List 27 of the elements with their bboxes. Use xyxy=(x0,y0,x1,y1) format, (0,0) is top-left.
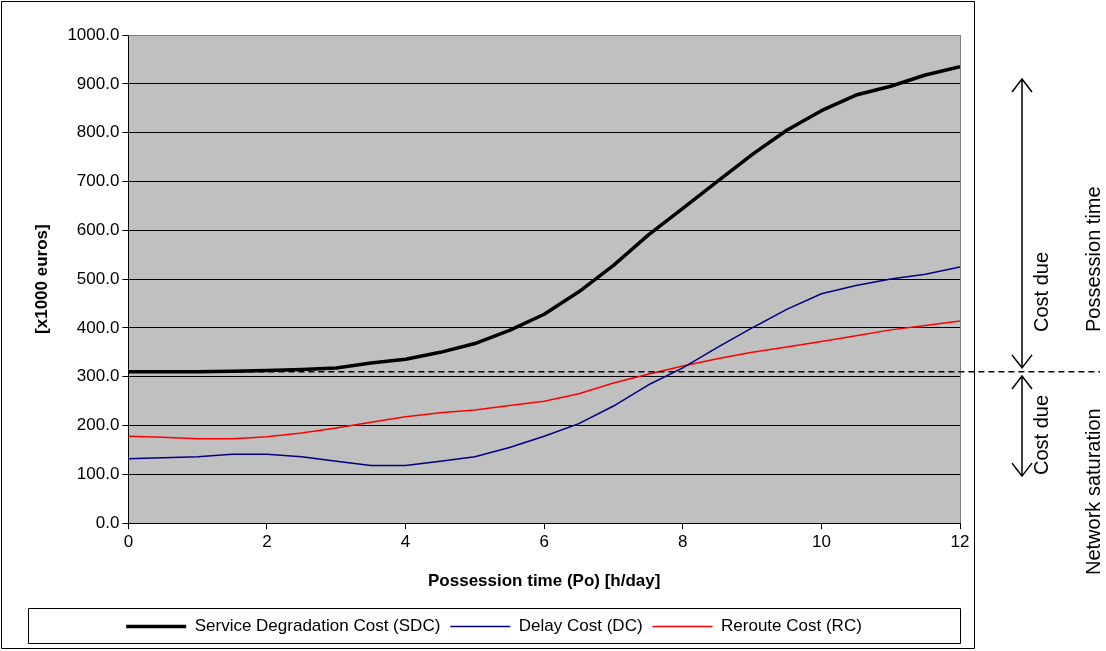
y-tick-label: 700.0 xyxy=(76,171,120,191)
y-tick-label: 400.0 xyxy=(76,317,120,337)
y-tick-label: 1000.0 xyxy=(67,24,120,44)
x-tick-label: 4 xyxy=(400,532,411,552)
x-axis-title: Possession time (Po) [h/day] xyxy=(428,571,661,591)
text: Cost due xyxy=(1030,394,1053,475)
x-tick-label: 10 xyxy=(811,532,831,552)
text: Network saturation xyxy=(1082,408,1105,575)
y-axis-title: [x1000 euros] xyxy=(31,224,51,334)
legend-label: Reroute Cost (RC) xyxy=(721,616,862,636)
text: Cost due xyxy=(1030,251,1053,332)
x-tick-label: 12 xyxy=(950,532,970,552)
y-tick-label: 600.0 xyxy=(76,219,120,239)
text: Possession time xyxy=(1082,186,1105,332)
x-tick-label: 0 xyxy=(123,532,134,552)
legend-label: Delay Cost (DC) xyxy=(518,616,643,636)
y-tick-label: 300.0 xyxy=(76,366,120,386)
y-tick-label: 900.0 xyxy=(76,73,120,93)
y-tick-label: 200.0 xyxy=(76,415,120,435)
legend-label: Service Degradation Cost (SDC) xyxy=(194,616,441,636)
x-tick-label: 6 xyxy=(539,532,549,552)
y-tick-label: 100.0 xyxy=(76,464,120,484)
x-tick-label: 8 xyxy=(678,532,688,552)
x-tick-label: 2 xyxy=(262,532,272,552)
y-tick-label: 800.0 xyxy=(76,122,120,142)
y-tick-label: 0.0 xyxy=(95,512,120,532)
y-tick-label: 500.0 xyxy=(76,268,120,288)
